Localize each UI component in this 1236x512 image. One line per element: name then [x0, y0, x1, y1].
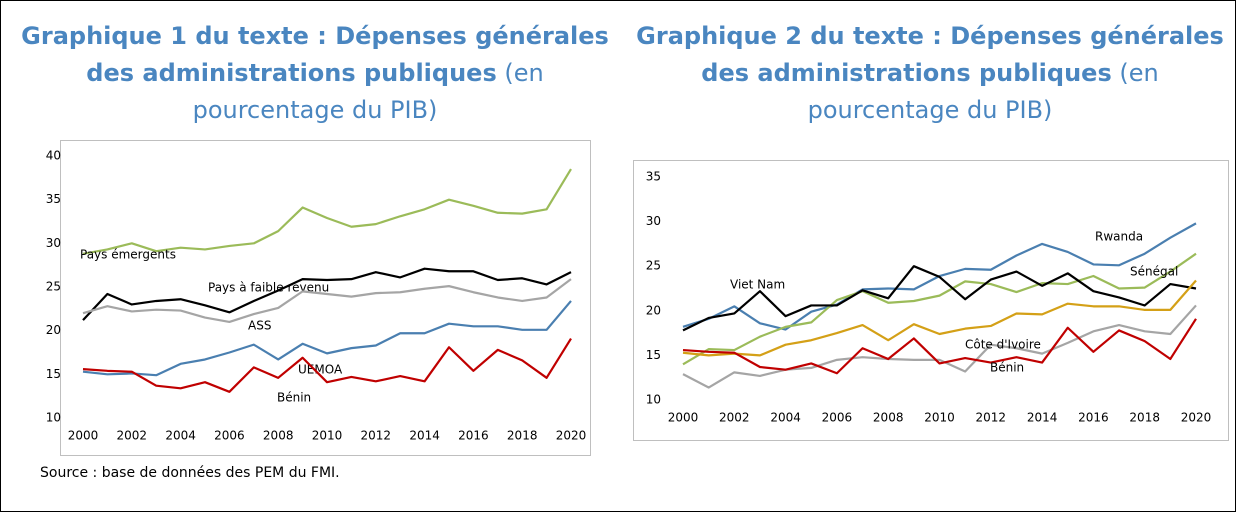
x-tick-label: 2006: [214, 429, 245, 443]
x-tick-label: 2004: [770, 411, 801, 425]
chart-title: Graphique 2 du texte : Dépenses générale…: [635, 18, 1225, 129]
y-tick-label: 10: [646, 393, 661, 407]
y-tick-label: 35: [646, 170, 661, 184]
x-tick-label: 2000: [668, 411, 699, 425]
title: Graphique 1 du texte : Dépenses générale…: [21, 22, 609, 87]
series-line: [682, 252, 1197, 366]
series-label: Pays émergents: [80, 248, 176, 262]
series-line: [82, 168, 572, 255]
series-label: ASS: [248, 319, 271, 333]
series-line: [682, 318, 1197, 375]
series-line: [682, 304, 1197, 389]
y-tick-label: 35: [46, 192, 61, 206]
series-label: Rwanda: [1095, 230, 1143, 244]
y-tick-label: 10: [46, 411, 61, 425]
series-label: UEMOA: [298, 363, 343, 377]
series-line: [82, 267, 572, 321]
x-tick-label: 2006: [822, 411, 853, 425]
x-tick-label: 2010: [312, 429, 343, 443]
x-tick-label: 2018: [507, 429, 538, 443]
x-tick-label: 2012: [361, 429, 392, 443]
y-tick-label: 15: [46, 367, 61, 381]
x-tick-label: 2008: [873, 411, 904, 425]
series-line: [82, 278, 572, 324]
series-line: [82, 337, 572, 393]
series-line: [682, 279, 1197, 357]
plot-frame: [633, 160, 1229, 441]
x-tick-label: 2018: [1129, 411, 1160, 425]
series-label: Bénin: [990, 361, 1024, 375]
x-tick-label: 2012: [976, 411, 1007, 425]
x-tick-label: 2002: [719, 411, 750, 425]
y-tick-label: 15: [646, 348, 661, 362]
plot-frame: [60, 140, 591, 456]
series-label: Bénin: [277, 391, 311, 405]
title: Graphique 2 du texte : Dépenses générale…: [636, 22, 1224, 87]
y-tick-label: 30: [646, 214, 661, 228]
series-label: Pays à faible revenu: [208, 281, 329, 295]
y-tick-label: 20: [646, 303, 661, 317]
x-tick-label: 2020: [556, 429, 587, 443]
x-tick-label: 2000: [68, 429, 99, 443]
series-line: [82, 300, 572, 377]
y-tick-label: 25: [646, 259, 661, 273]
x-tick-label: 2016: [458, 429, 489, 443]
series-label: Sénégal: [1130, 265, 1178, 279]
y-tick-label: 25: [46, 280, 61, 294]
subtitle: (en pourcentage du PIB): [807, 59, 1159, 124]
series-label: Côte d'Ivoire: [965, 338, 1041, 352]
x-tick-label: 2016: [1078, 411, 1109, 425]
subtitle: (en pourcentage du PIB): [192, 59, 544, 124]
series-label: Viet Nam: [730, 278, 785, 292]
chart-title: Graphique 1 du texte : Dépenses générale…: [20, 18, 610, 129]
x-tick-label: 2004: [165, 429, 196, 443]
x-tick-label: 2008: [263, 429, 294, 443]
y-tick-label: 40: [46, 149, 61, 163]
y-tick-label: 20: [46, 323, 61, 337]
series-line: [682, 265, 1197, 332]
x-tick-label: 2002: [117, 429, 148, 443]
y-tick-label: 30: [46, 236, 61, 250]
x-tick-label: 2010: [924, 411, 955, 425]
x-tick-label: 2014: [409, 429, 440, 443]
x-tick-label: 2020: [1181, 411, 1212, 425]
source: Source : base de données des PEM du FMI.: [40, 465, 340, 481]
x-tick-label: 2014: [1027, 411, 1058, 425]
